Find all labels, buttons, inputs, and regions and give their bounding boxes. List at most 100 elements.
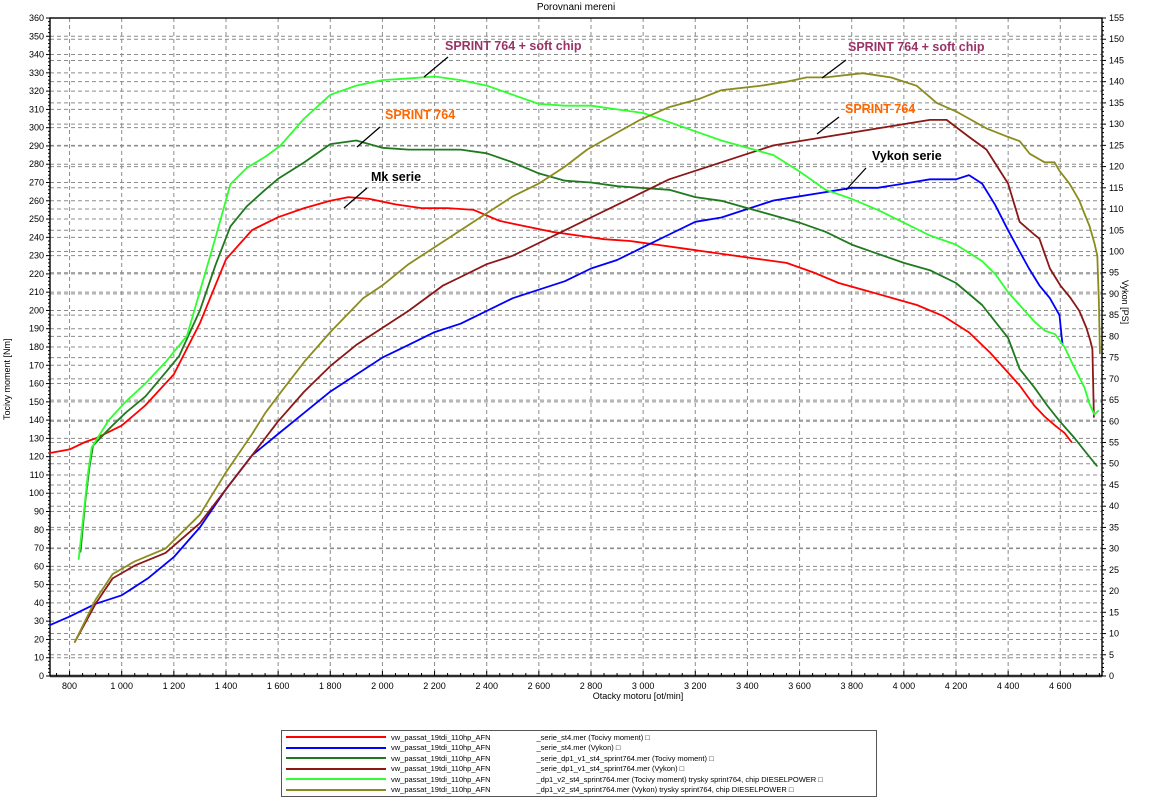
y-left-tick-label: 10 [34, 653, 44, 663]
legend-entry-label: _serie_dp1_v1_st4_sprint764.mer (Vykon) … [536, 764, 685, 774]
x-tick-label: 3 200 [684, 681, 707, 691]
y-right-tick-label: 20 [1109, 586, 1119, 596]
y-right-tick-label: 80 [1109, 331, 1119, 341]
y-left-tick-label: 300 [29, 123, 44, 133]
y-left-tick-label: 60 [34, 561, 44, 571]
chart-title: Porovnani mereni [536, 2, 616, 13]
x-tick-label: 2 000 [371, 681, 394, 691]
annotation-leader-line [821, 59, 847, 79]
y-left-tick-label: 50 [34, 580, 44, 590]
legend-row: vw_passat_19tdi_110hp_AFN _serie_st4.mer … [282, 743, 876, 753]
y-left-tick-label: 150 [29, 397, 44, 407]
curve-sprint764-power [73, 119, 1095, 643]
legend-file-prefix: vw_passat_19tdi_110hp_AFN [391, 774, 491, 784]
y-left-tick-label: 130 [29, 433, 44, 443]
legend-row: vw_passat_19tdi_110hp_AFN _dp1_v2_st4_spr… [282, 774, 876, 784]
y-right-tick-label: 90 [1109, 289, 1119, 299]
x-tick-label: 800 [62, 681, 77, 691]
y-left-tick-label: 140 [29, 415, 44, 425]
annotation-leader-line [356, 126, 381, 148]
y-left-tick-label: 340 [29, 50, 44, 60]
y-right-tick-label: 25 [1109, 565, 1119, 575]
y-left-tick-label: 30 [34, 616, 44, 626]
annotation-leader-line [845, 167, 867, 191]
y-left-tick-label: 40 [34, 598, 44, 608]
y-left-tick-label: 70 [34, 543, 44, 553]
curve-sprint764-torque [79, 139, 1098, 553]
annotation-sprint764-torque: SPRINT 764 [385, 108, 456, 122]
y-left-tick-label: 260 [29, 196, 44, 206]
annotation-leader-line [423, 56, 449, 78]
annotation-leader-line [816, 116, 840, 135]
curve-sprint764-soft-chip-torque [77, 75, 1099, 560]
y-right-tick-label: 10 [1109, 629, 1119, 639]
x-tick-label: 2 400 [475, 681, 498, 691]
y-right-tick-label: 125 [1109, 140, 1124, 150]
grid-layer [50, 18, 1102, 676]
y-left-tick-label: 190 [29, 324, 44, 334]
legend-line-sample [286, 736, 386, 739]
y-right-tick-label: 135 [1109, 98, 1124, 108]
legend-file-prefix: vw_passat_19tdi_110hp_AFN [391, 732, 491, 742]
x-tick-label: 2 800 [580, 681, 603, 691]
annotation-leader-line [343, 187, 368, 209]
y-left-tick-label: 350 [29, 31, 44, 41]
y-left-tick-label: 360 [29, 13, 44, 23]
legend-entry-label: _dp1_v2_st4_sprint764.mer (Vykon) trysky… [536, 785, 794, 795]
y-right-tick-label: 110 [1109, 204, 1123, 214]
legend-line-sample [286, 778, 386, 781]
y-left-tick-label: 200 [29, 305, 44, 315]
y-left-tick-label: 160 [29, 379, 44, 389]
y-left-tick-label: 220 [29, 269, 44, 279]
y-right-tick-label: 50 [1109, 459, 1119, 469]
y-left-tick-label: 170 [29, 360, 44, 370]
legend-file-prefix: vw_passat_19tdi_110hp_AFN [391, 743, 491, 753]
y-right-tick-label: 35 [1109, 522, 1119, 532]
y-right-tick-label: 140 [1109, 77, 1124, 87]
annotation-mk-serie: Mk serie [371, 170, 422, 184]
x-tick-label: 4 400 [997, 681, 1020, 691]
legend-line-sample [286, 757, 386, 760]
y-right-tick-label: 60 [1109, 416, 1119, 426]
x-tick-label: 4 000 [893, 681, 916, 691]
y-left-tick-label: 280 [29, 159, 44, 169]
y-left-tick-label: 180 [29, 342, 44, 352]
y-right-tick-label: 45 [1109, 480, 1119, 490]
x-tick-label: 3 800 [840, 681, 863, 691]
legend-file-prefix: vw_passat_19tdi_110hp_AFN [391, 785, 491, 795]
x-tick-label: 1 000 [110, 681, 133, 691]
annotation-vykon-serie: Vykon serie [872, 149, 942, 163]
legend-entry-label: _serie_st4.mer (Tocivy moment) □ [536, 732, 650, 742]
y-left-tick-label: 320 [29, 86, 44, 96]
x-tick-label: 1 800 [319, 681, 342, 691]
legend-row: vw_passat_19tdi_110hp_AFN _serie_dp1_v1_s… [282, 753, 876, 763]
x-tick-label: 4 200 [945, 681, 968, 691]
y-right-tick-label: 120 [1109, 162, 1124, 172]
y-right-tick-label: 105 [1109, 225, 1124, 235]
y-right-tick-label: 75 [1109, 353, 1119, 363]
legend-entry-label: _serie_st4.mer (Vykon) □ [536, 743, 621, 753]
y-left-tick-label: 110 [30, 470, 44, 480]
annotation-sprint764-power: SPRINT 764 [845, 102, 916, 116]
y-right-tick-label: 40 [1109, 501, 1119, 511]
y-axis-left-title: Tocivy moment [Nm] [2, 338, 12, 420]
y-right-tick-label: 150 [1109, 34, 1124, 44]
x-tick-label: 3 000 [632, 681, 655, 691]
legend-line-sample [286, 767, 386, 770]
x-tick-label: 4 600 [1049, 681, 1072, 691]
y-left-tick-label: 290 [29, 141, 44, 151]
y-right-tick-label: 100 [1109, 246, 1124, 256]
y-left-tick-label: 270 [29, 178, 44, 188]
legend-box: vw_passat_19tdi_110hp_AFN _serie_st4.mer … [281, 730, 877, 797]
y-left-tick-label: 80 [34, 525, 44, 535]
y-right-tick-label: 155 [1109, 13, 1124, 23]
legend-file-prefix: vw_passat_19tdi_110hp_AFN [391, 753, 491, 763]
x-tick-label: 3 600 [788, 681, 811, 691]
curve-sprint764-soft-chip-power [73, 72, 1101, 643]
y-left-tick-label: 240 [29, 232, 44, 242]
legend-row: vw_passat_19tdi_110hp_AFN _serie_st4.mer … [282, 732, 876, 742]
y-left-tick-label: 90 [34, 507, 44, 517]
legend-line-sample [286, 746, 386, 749]
